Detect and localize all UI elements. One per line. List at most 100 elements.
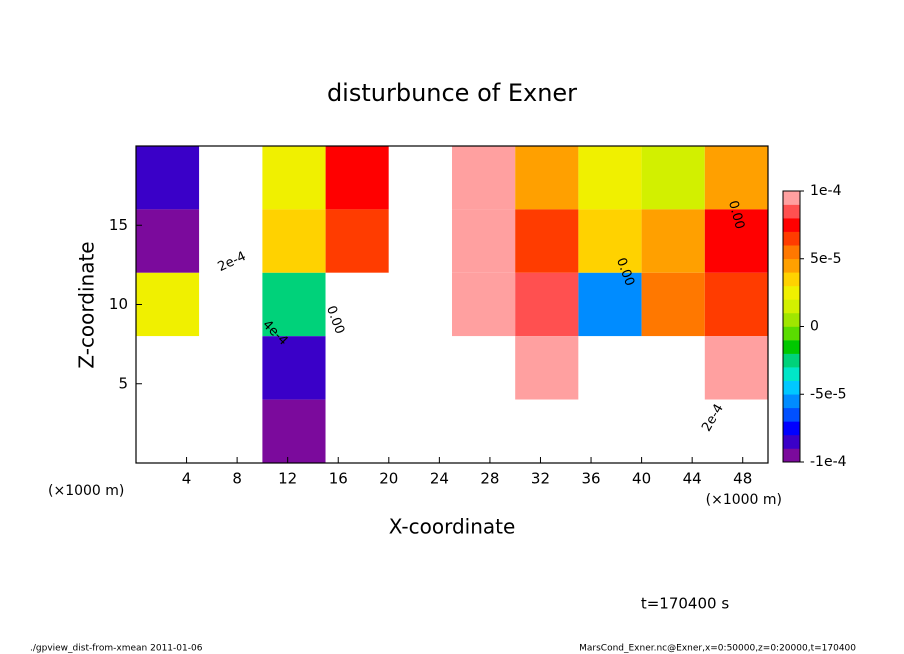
x-tick-label: 4 — [182, 470, 192, 488]
colorbar-swatch — [783, 299, 800, 314]
colorbar-swatch — [783, 434, 800, 449]
colorbar-tick-label: -1e-4 — [810, 454, 847, 470]
cell — [325, 146, 389, 210]
cell — [578, 146, 642, 210]
cell — [452, 209, 516, 273]
cell — [262, 336, 326, 400]
cell — [325, 209, 389, 273]
colorbar-swatch — [783, 245, 800, 260]
x-tick-label: 36 — [581, 470, 600, 488]
cell — [136, 336, 200, 400]
cell — [136, 146, 200, 210]
x-tick-label: 8 — [232, 470, 242, 488]
cell — [199, 146, 263, 210]
cell — [578, 399, 642, 463]
cell — [515, 336, 579, 400]
cell — [641, 336, 705, 400]
cell — [262, 209, 326, 273]
cell — [388, 399, 452, 463]
x-tick-label: 40 — [632, 470, 651, 488]
colorbar-swatch — [783, 285, 800, 300]
colorbar-tick-label: 1e-4 — [810, 183, 842, 199]
x-tick-label: 32 — [531, 470, 550, 488]
cell — [641, 399, 705, 463]
colorbar-swatch — [783, 191, 800, 205]
cell — [199, 336, 263, 400]
colorbar-swatch — [783, 326, 800, 341]
cell — [641, 146, 705, 210]
cell — [704, 209, 768, 273]
x-tick-label: 12 — [278, 470, 297, 488]
y-tick-label: 5 — [118, 374, 128, 392]
cell — [515, 209, 579, 273]
x-tick-label: 28 — [480, 470, 499, 488]
colorbar-swatch — [783, 218, 800, 232]
x-tick-label: 48 — [733, 470, 752, 488]
cell — [388, 336, 452, 400]
colorbar-swatch — [783, 353, 800, 368]
cell — [515, 272, 579, 337]
cell — [262, 399, 326, 463]
cell — [452, 272, 516, 337]
colorbar-swatch — [783, 380, 800, 395]
cell — [452, 399, 516, 463]
colorbar-swatch — [783, 272, 800, 287]
footer-right: MarsCond_Exner.nc@Exner,x=0:50000,z=0:20… — [579, 644, 856, 654]
cell — [704, 336, 768, 400]
cell — [704, 399, 768, 463]
x-tick-label: 44 — [683, 470, 702, 488]
cell — [199, 209, 263, 273]
annotation: t=170400 s — [641, 595, 729, 613]
cell — [578, 272, 642, 337]
colorbar-swatch — [783, 204, 800, 219]
x-unit-label: (×1000 m) — [48, 483, 124, 499]
x-tick-label: 16 — [329, 470, 348, 488]
colorbar-swatch — [783, 340, 800, 354]
colorbar-tick-label: 0 — [810, 319, 819, 335]
contour-label: 0.00 — [725, 199, 747, 231]
x-axis-label: X-coordinate — [389, 515, 516, 539]
x-tick-label: 20 — [379, 470, 398, 488]
cell — [515, 399, 579, 463]
colorbar-tick-label: 5e-5 — [810, 251, 841, 267]
cell — [388, 146, 452, 210]
cell — [136, 399, 200, 463]
cell — [452, 336, 516, 400]
cell — [578, 336, 642, 400]
chart-title: disturbunce of Exner — [327, 79, 577, 107]
cell — [578, 209, 642, 273]
y-axis-label: Z-coordinate — [75, 241, 99, 368]
footer-left: ./gpview_dist-from-xmean 2011-01-06 — [30, 644, 203, 654]
cell — [641, 209, 705, 273]
x-tick-label: 24 — [430, 470, 449, 488]
cell — [641, 272, 705, 337]
cell — [388, 272, 452, 337]
cell — [199, 272, 263, 337]
cell — [704, 272, 768, 337]
cell — [452, 146, 516, 210]
cell — [325, 399, 389, 463]
colorbar-swatch — [783, 312, 800, 327]
cell — [199, 399, 263, 463]
colorbar-tick-label: -5e-5 — [810, 386, 847, 402]
cell — [136, 209, 200, 273]
x-unit-label: (×1000 m) — [706, 492, 782, 508]
cell — [262, 272, 326, 337]
cell — [136, 272, 200, 337]
cell — [388, 209, 452, 273]
cell — [325, 272, 389, 337]
colorbar-swatch — [783, 231, 800, 246]
colorbar-swatch — [783, 258, 800, 273]
cell — [325, 336, 389, 400]
cell — [704, 146, 768, 210]
y-tick-label: 10 — [109, 295, 128, 313]
cell — [262, 146, 326, 210]
y-tick-label: 15 — [109, 216, 128, 234]
cell — [515, 146, 579, 210]
colorbar-swatch — [783, 448, 800, 463]
colorbar-swatch — [783, 367, 800, 381]
colorbar-swatch — [783, 421, 800, 436]
colorbar-swatch — [783, 407, 800, 422]
colorbar-swatch — [783, 394, 800, 409]
